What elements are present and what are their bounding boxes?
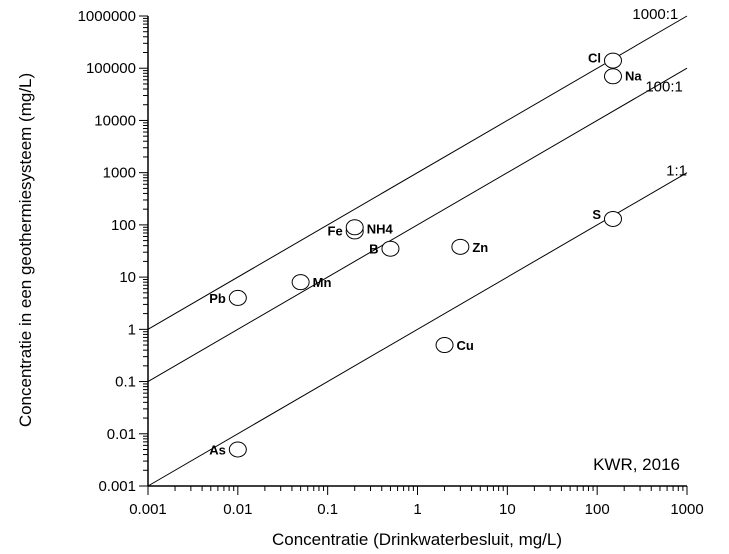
y-tick-label: 1 (128, 321, 136, 338)
x-tick-label: 10 (499, 501, 516, 518)
reference-line-label: 1000:1 (632, 6, 678, 23)
y-tick-label: 10000 (94, 112, 136, 129)
reference-line-1-to-1 (147, 172, 688, 487)
y-tick-label: 10 (119, 269, 136, 286)
reference-line-1000-to-1 (147, 15, 688, 330)
data-point-label: B (369, 242, 378, 257)
x-axis-ticks: 0.001 0.01 0.1 1 10 100 1000 (129, 486, 704, 518)
y-tick-label: 1000000 (78, 8, 136, 25)
data-point-label: Cl (588, 51, 601, 66)
data-point-marker (435, 337, 454, 354)
data-point-marker (228, 289, 247, 306)
data-point-label: Cu (457, 338, 474, 353)
data-point-marker (451, 238, 470, 255)
data-point-marker (603, 68, 622, 85)
y-tick-label: 100 (111, 217, 136, 234)
data-point-label: Fe (328, 223, 343, 238)
y-tick-label: 0.01 (107, 426, 136, 443)
reference-line-100-to-1 (147, 67, 688, 382)
data-point-marker (603, 210, 622, 227)
x-axis-title: Concentratie (Drinkwaterbesluit, mg/L) (272, 530, 562, 549)
data-point-label: As (209, 442, 226, 457)
data-point-marker (345, 219, 364, 236)
y-axis-title: Concentratie in een geothermiesysteem (m… (16, 73, 35, 427)
reference-line-label: 1:1 (666, 163, 687, 180)
data-point-label: Pb (209, 291, 226, 306)
x-tick-label: 100 (585, 501, 610, 518)
data-point-label: NH4 (367, 221, 394, 236)
data-point-label: Zn (472, 240, 488, 255)
data-point-label: S (592, 207, 601, 222)
data-point-marker (381, 240, 400, 257)
reference-lines: 1000:1 100:1 1:1 (147, 6, 688, 487)
x-tick-label: 0.1 (317, 501, 338, 518)
data-point-marker (603, 52, 622, 69)
data-point-marker (228, 441, 247, 458)
y-tick-label: 1000 (103, 165, 136, 182)
y-axis-ticks: 0.001 0.01 0.1 1 10 100 1000 10000 100000 1000000 (78, 8, 148, 495)
axes (147, 16, 687, 487)
data-point-label: Na (625, 68, 642, 83)
x-tick-label: 1 (413, 501, 421, 518)
y-tick-label: 100000 (86, 60, 136, 77)
reference-line-label: 100:1 (645, 78, 683, 95)
x-tick-label: 0.001 (129, 501, 167, 518)
y-tick-label: 0.1 (115, 374, 136, 391)
data-point-marker (291, 274, 310, 291)
data-point-label: Mn (313, 275, 332, 290)
y-tick-label: 0.001 (98, 478, 136, 495)
x-tick-label: 1000 (670, 501, 703, 518)
annotation-source: KWR, 2016 (593, 455, 680, 474)
data-points: Cl Na Fe NH4 B Zn S Mn Pb Cu As (209, 51, 642, 458)
x-tick-label: 0.01 (223, 501, 252, 518)
